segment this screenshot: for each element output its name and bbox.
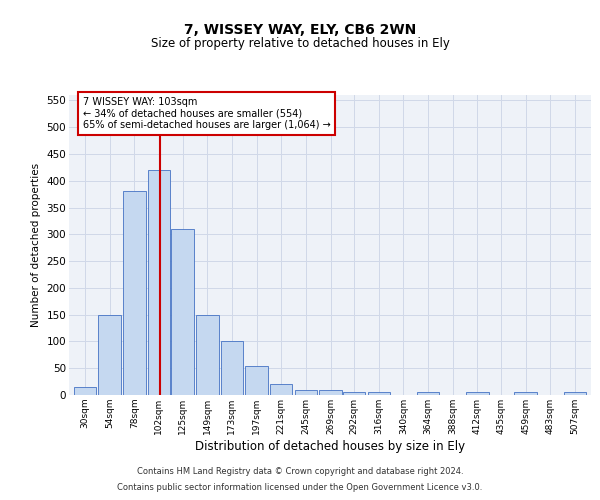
Text: Size of property relative to detached houses in Ely: Size of property relative to detached ho… — [151, 38, 449, 51]
Bar — [74, 387, 96, 395]
Bar — [514, 392, 537, 395]
Bar — [343, 392, 365, 395]
Bar — [368, 392, 390, 395]
Bar — [196, 314, 218, 395]
Bar — [123, 192, 146, 395]
Bar — [270, 384, 292, 395]
Bar — [466, 392, 489, 395]
Bar — [245, 366, 268, 395]
Bar — [221, 342, 243, 395]
Y-axis label: Number of detached properties: Number of detached properties — [31, 163, 41, 327]
Bar — [564, 392, 586, 395]
X-axis label: Distribution of detached houses by size in Ely: Distribution of detached houses by size … — [195, 440, 465, 452]
Bar — [148, 170, 170, 395]
Text: 7 WISSEY WAY: 103sqm
← 34% of detached houses are smaller (554)
65% of semi-deta: 7 WISSEY WAY: 103sqm ← 34% of detached h… — [83, 97, 331, 130]
Bar — [295, 390, 317, 395]
Text: Contains HM Land Registry data © Crown copyright and database right 2024.: Contains HM Land Registry data © Crown c… — [137, 467, 463, 476]
Text: 7, WISSEY WAY, ELY, CB6 2WN: 7, WISSEY WAY, ELY, CB6 2WN — [184, 22, 416, 36]
Bar — [98, 314, 121, 395]
Text: Contains public sector information licensed under the Open Government Licence v3: Contains public sector information licen… — [118, 484, 482, 492]
Bar — [417, 392, 439, 395]
Bar — [171, 229, 194, 395]
Bar — [319, 390, 342, 395]
